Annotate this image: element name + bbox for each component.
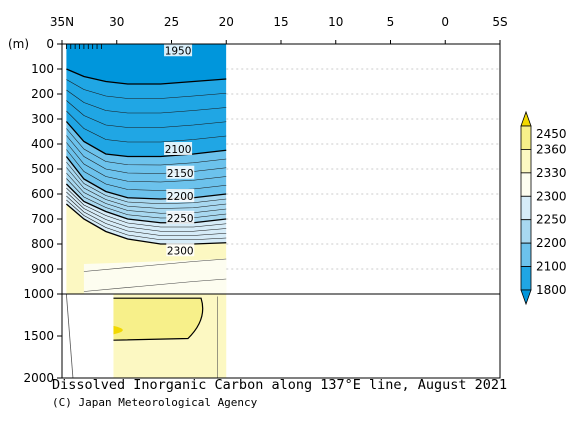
isoline-minor	[66, 128, 227, 166]
y-unit-label: (m)	[8, 37, 29, 51]
y-tick-label: 1000	[23, 287, 54, 301]
colorbar-swatch	[520, 266, 532, 291]
isoline-minor	[66, 195, 227, 236]
contour-label: 2300	[167, 245, 194, 257]
contour-label: 2150	[167, 168, 194, 180]
colorbar-label: 2450	[536, 127, 567, 141]
colorbar-label: 2300	[536, 189, 567, 203]
contour-label: 2100	[165, 144, 192, 156]
plot-frame-lower	[61, 293, 501, 379]
x-tick-label: 5	[387, 15, 395, 29]
y-tick-label: 200	[31, 87, 54, 101]
isoline-minor	[66, 142, 227, 183]
x-tick-label: 20	[219, 15, 234, 29]
contour-label-bg	[166, 189, 195, 202]
y-tick-label: 0	[46, 37, 54, 51]
colorbar-swatch	[520, 219, 532, 244]
dic-band-2200-2250	[66, 156, 227, 223]
contour-label: 2250	[167, 213, 194, 225]
colorbar-label: 2250	[536, 213, 567, 227]
colorbar-swatch	[520, 242, 532, 267]
colorbar-label: 2330	[536, 166, 567, 180]
isoline-1950	[66, 68, 227, 85]
y-tick-label: 900	[31, 262, 54, 276]
y-tick-label: 600	[31, 187, 54, 201]
chart-title: Dissolved Inorganic Carbon along 137°E l…	[52, 377, 508, 393]
grid-lines	[226, 68, 500, 270]
isoline-minor	[66, 79, 227, 99]
isoline-minor	[66, 110, 227, 143]
y-tick-label: 400	[31, 137, 54, 151]
y-axis: 0 100 200 300 400 500 600 700 800 900 1000 1500 2000	[23, 37, 62, 385]
colorbar-swatch	[520, 172, 532, 197]
x-tick-label: 10	[328, 15, 343, 29]
contour-label-bg	[166, 210, 195, 224]
isoline-deep	[83, 278, 227, 292]
colorbar-swatch	[520, 195, 532, 221]
contour-label-bg	[166, 165, 195, 179]
dic-lower-band-2330-2360	[113, 298, 203, 341]
isoline-2100	[65, 121, 227, 158]
isoline-minor	[66, 89, 227, 114]
x-tick-label: 15	[273, 15, 288, 29]
isoline-deep	[83, 258, 227, 272]
colorbar-label: 1800	[536, 283, 567, 297]
dic-band-2250-2300	[66, 184, 227, 244]
x-tick-label: 35N	[50, 15, 74, 29]
y-tick-label: 2000	[23, 371, 54, 385]
x-tick-label: 5S	[492, 15, 507, 29]
isoline-lower-2330	[113, 297, 204, 341]
section-lower	[65, 294, 227, 378]
dic-band-2100-2200	[66, 121, 227, 199]
dic-lower-band-2360-2450	[113, 325, 123, 335]
x-tick-label: 25	[164, 15, 179, 29]
contour-label-layer: 1950 2100 2150 2200 2250 2300	[164, 43, 195, 257]
y-tick-label: 1500	[23, 329, 54, 343]
colorbar-label: 2200	[536, 236, 567, 250]
contour-label: 2200	[167, 191, 194, 203]
contour-label-bg	[166, 243, 195, 257]
station-lines	[65, 44, 102, 49]
isoline-minor	[66, 100, 227, 128]
isoline-minor	[66, 199, 227, 241]
contour-label: 1950	[165, 45, 192, 57]
bottom-profile-line	[65, 294, 74, 378]
x-tick-label: 30	[109, 15, 124, 29]
contour-label-bg	[164, 43, 193, 57]
isoline-minor	[66, 187, 227, 228]
colorbar-swatch	[520, 149, 532, 174]
colorbar-swatch	[520, 125, 532, 150]
dic-band-2300-tongue	[83, 259, 227, 294]
x-axis: 35N 30 25 20 15 10 5 0 5S	[50, 15, 508, 44]
colorbar-label: 2360	[536, 142, 567, 156]
contour-label-bg	[164, 142, 193, 155]
y-tick-label: 700	[31, 212, 54, 226]
chart-credit: (C) Japan Meteorological Agency	[52, 396, 258, 409]
y-tick-label: 500	[31, 162, 54, 176]
colorbar-label: 2100	[536, 260, 567, 274]
x-tick-label: 0	[441, 15, 449, 29]
isoline-minor	[66, 191, 227, 232]
isoline-minor	[66, 161, 227, 205]
colorbar-bottom-arrow	[520, 289, 532, 306]
y-tick-label: 800	[31, 237, 54, 251]
y-tick-label: 100	[31, 62, 54, 76]
y-tick-label: 300	[31, 112, 54, 126]
isoline-minor	[66, 167, 227, 209]
